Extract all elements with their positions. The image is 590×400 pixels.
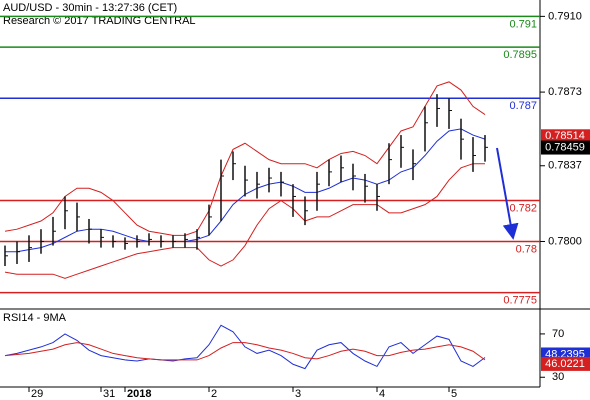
x-tick-label: 31 <box>103 388 115 400</box>
rsi-line <box>4 324 486 370</box>
price-tag-label: 0.78459 <box>545 141 585 153</box>
y-tick-label: 0.7873 <box>548 86 582 98</box>
y-tick-label: 0.7910 <box>548 10 582 22</box>
level-label: 0.78 <box>516 243 537 255</box>
bollinger-band <box>4 81 486 236</box>
panel-title: RSI14 - 9MA <box>3 312 67 324</box>
price-tag <box>541 140 590 155</box>
x-tick-label: 2018 <box>127 388 151 400</box>
x-tick-label: 4 <box>379 388 385 400</box>
level-label: 0.7775 <box>503 295 537 307</box>
chart-subtitle: Research © 2017 TRADING CENTRAL <box>3 15 196 27</box>
y-tick-label: 30 <box>552 371 564 383</box>
x-tick-label: 2 <box>211 388 217 400</box>
x-tick-label: 29 <box>31 388 43 400</box>
level-label: 0.782 <box>509 202 537 214</box>
level-label: 0.7895 <box>503 49 537 61</box>
y-tick-label: 70 <box>552 328 564 340</box>
bollinger-band <box>4 163 485 279</box>
chart-title: AUD/USD - 30min - 13:27:36 (CET) <box>3 2 177 14</box>
forecast-arrow <box>496 147 519 240</box>
rsi-tag-label: 46.0221 <box>545 358 585 370</box>
x-tick-label: 5 <box>451 388 457 400</box>
x-tick-label: 3 <box>295 388 301 400</box>
y-tick-label: 0.7800 <box>548 235 582 247</box>
level-label: 0.787 <box>509 100 537 112</box>
level-label: 0.791 <box>509 18 537 30</box>
y-tick-label: 0.7837 <box>548 160 582 172</box>
rsi-tag <box>541 356 590 371</box>
rsi-line <box>4 342 486 361</box>
